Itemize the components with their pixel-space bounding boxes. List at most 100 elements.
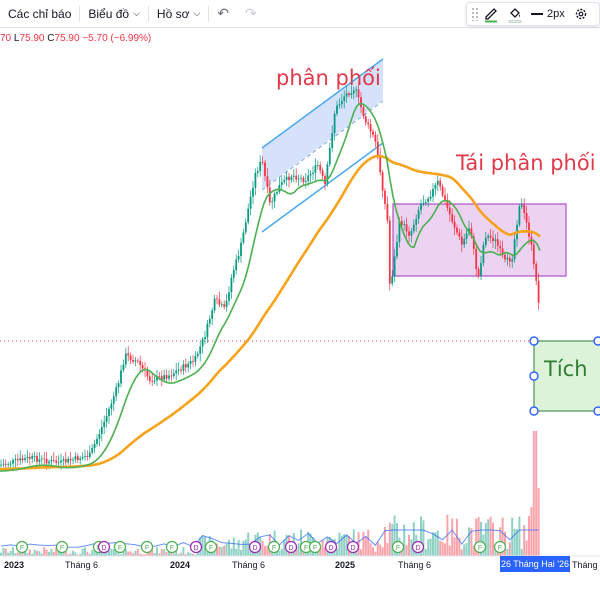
candle-body xyxy=(146,370,149,377)
moving-average-fast xyxy=(0,102,541,472)
volume-bar xyxy=(324,547,326,556)
volume-bar xyxy=(141,554,144,556)
dividend-event-icon[interactable]: D xyxy=(97,540,111,554)
x-axis-tick: Tháng 6 xyxy=(572,560,600,570)
settings-button[interactable] xyxy=(569,3,593,25)
candle-body xyxy=(192,361,194,362)
volume-bar xyxy=(220,547,223,556)
candle-body xyxy=(285,176,288,181)
indicators-button[interactable]: Các chỉ báo xyxy=(0,0,79,28)
candle-body xyxy=(352,90,355,94)
candle-body xyxy=(196,353,199,357)
candle-body xyxy=(74,456,77,460)
dividend-event-icon[interactable]: D xyxy=(189,540,203,554)
earnings-event-icon[interactable]: F xyxy=(113,540,127,554)
candle-body xyxy=(33,456,36,457)
chevron-down-icon: ⌵ xyxy=(133,8,140,18)
volume-bar xyxy=(429,538,432,556)
volume-bar xyxy=(340,535,343,556)
earnings-event-icon[interactable]: F xyxy=(204,540,218,554)
candle-body xyxy=(172,373,175,377)
volume-bar xyxy=(45,549,48,556)
earnings-event-icon[interactable]: F xyxy=(391,540,405,554)
redistribution-box[interactable] xyxy=(392,203,567,277)
distribution-channel[interactable] xyxy=(262,59,383,189)
box-handle[interactable] xyxy=(593,406,600,416)
accumulation-box[interactable] xyxy=(533,340,600,412)
volume-bar xyxy=(386,543,389,556)
earnings-event-icon[interactable]: F xyxy=(267,540,281,554)
earnings-event-icon[interactable]: F xyxy=(308,540,322,554)
indicators-label: Các chỉ báo xyxy=(8,6,72,21)
volume-bar xyxy=(158,553,161,556)
paint-bucket-icon xyxy=(508,8,522,23)
earnings-event-icon[interactable]: F xyxy=(15,540,29,554)
candle-body xyxy=(314,165,317,173)
distribution-label[interactable]: phân phối xyxy=(276,66,381,90)
volume-bar xyxy=(420,516,422,556)
chevron-down-icon: ⌵ xyxy=(193,8,201,18)
fill-color-button[interactable] xyxy=(503,3,527,25)
dividend-event-icon[interactable]: D xyxy=(284,540,298,554)
candle-body xyxy=(331,133,334,148)
box-handle[interactable] xyxy=(529,371,539,381)
candle-body xyxy=(309,173,312,176)
candle-body xyxy=(151,381,154,382)
volume-bar xyxy=(444,543,446,556)
pencil-color-button[interactable] xyxy=(479,3,503,25)
candle-body xyxy=(194,356,197,362)
earnings-event-icon[interactable]: F xyxy=(140,540,154,554)
candle-body xyxy=(448,207,451,215)
dividend-event-icon[interactable]: D xyxy=(346,540,360,554)
earnings-event-icon[interactable]: F xyxy=(55,540,69,554)
volume-bar xyxy=(69,553,72,556)
redo-icon[interactable]: ↷ xyxy=(245,5,257,21)
volume-bar xyxy=(156,547,158,556)
candle-body xyxy=(122,364,125,371)
candle-body xyxy=(268,187,271,203)
box-handle[interactable] xyxy=(529,406,539,416)
dividend-event-icon[interactable]: D xyxy=(411,540,425,554)
candle-body xyxy=(350,93,353,96)
candle-body xyxy=(508,257,511,262)
accumulation-label[interactable]: Tích xyxy=(543,357,588,381)
undo-icon[interactable]: ↶ xyxy=(217,5,230,21)
price-chart[interactable]: phân phối Tái phân phối Tích FFFDFFFDFDF… xyxy=(0,28,600,600)
box-handle[interactable] xyxy=(529,336,539,346)
event-letter: F xyxy=(478,545,482,552)
drawing-toolbar: 2px xyxy=(466,2,600,26)
candle-body xyxy=(328,147,331,165)
candle-body xyxy=(465,233,468,240)
volume-bar xyxy=(484,523,487,556)
volume-bar xyxy=(108,550,110,556)
volume-bar xyxy=(175,547,178,556)
candle-body xyxy=(348,93,350,96)
volume-bar xyxy=(74,552,77,556)
volume-bar xyxy=(60,552,62,556)
candle-body xyxy=(48,461,50,464)
dividend-event-icon[interactable]: D xyxy=(248,540,262,554)
candle-body xyxy=(374,134,377,142)
earnings-event-icon[interactable]: F xyxy=(493,540,507,554)
volume-bar xyxy=(513,528,516,556)
volume-bar xyxy=(300,529,302,556)
candle-body xyxy=(487,235,490,238)
volume-bar xyxy=(48,551,50,556)
volume-bar xyxy=(127,551,130,556)
volume-bar xyxy=(120,554,122,556)
volume-bar xyxy=(19,552,22,556)
redistribution-label[interactable]: Tái phân phối xyxy=(455,151,596,175)
volume-bar xyxy=(244,539,247,556)
dividend-event-icon[interactable]: D xyxy=(324,540,338,554)
earnings-event-icon[interactable]: F xyxy=(165,540,179,554)
candle-body xyxy=(24,458,26,461)
box-handle[interactable] xyxy=(593,336,600,346)
drag-handle-icon[interactable] xyxy=(471,7,479,21)
chart-type-button[interactable]: Biểu đồ ⌵ xyxy=(80,0,148,28)
earnings-event-icon[interactable]: F xyxy=(473,540,487,554)
candle-body xyxy=(429,196,432,199)
candle-body xyxy=(280,181,283,185)
template-button[interactable]: Hồ sơ ⌵ xyxy=(149,0,208,28)
line-width-button[interactable]: 2px xyxy=(527,8,569,20)
event-letter: F xyxy=(313,545,317,552)
